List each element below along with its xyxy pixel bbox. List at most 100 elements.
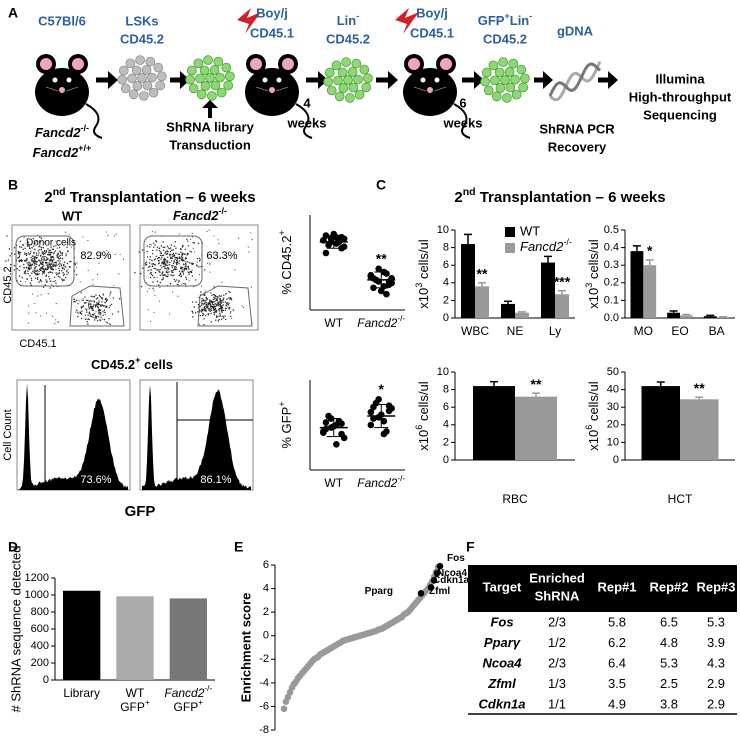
cell	[502, 93, 512, 103]
event	[91, 315, 93, 318]
step-label: Recovery	[548, 139, 607, 154]
y-tick-label: 600	[31, 623, 49, 635]
event	[74, 263, 76, 266]
event	[56, 254, 58, 256]
event	[171, 275, 173, 277]
event	[175, 268, 178, 270]
event	[223, 297, 225, 299]
arrow-head	[608, 71, 618, 89]
event	[205, 290, 207, 292]
event	[163, 259, 166, 261]
event	[165, 260, 168, 262]
table-cell: 2/3	[548, 655, 566, 670]
event	[185, 276, 187, 279]
event	[227, 303, 229, 305]
event	[172, 255, 174, 258]
cell	[363, 73, 373, 84]
cell	[345, 93, 355, 103]
event	[27, 245, 29, 247]
event	[169, 257, 172, 260]
event	[175, 266, 177, 268]
event	[58, 269, 61, 272]
event	[93, 301, 96, 303]
panel-letter: C	[376, 177, 386, 193]
event	[52, 269, 54, 271]
legend-label: Fancd2-/-	[520, 237, 572, 254]
flow-plot	[11, 224, 131, 331]
event	[170, 244, 172, 246]
event	[61, 267, 63, 269]
highlight	[427, 584, 435, 591]
event	[167, 260, 169, 262]
y-tick-label: 2	[263, 606, 269, 618]
event	[169, 250, 172, 253]
event	[35, 257, 37, 260]
bar	[501, 303, 515, 318]
event	[169, 261, 171, 264]
cell	[200, 81, 211, 91]
event	[30, 267, 33, 269]
event	[92, 307, 94, 310]
cell	[491, 91, 502, 102]
event	[55, 268, 57, 270]
event	[177, 295, 179, 297]
event	[204, 306, 206, 308]
event	[215, 299, 217, 302]
event	[220, 308, 222, 310]
step-label: 4	[303, 95, 311, 110]
event	[195, 301, 197, 303]
event	[181, 271, 183, 273]
y-tick-label: 30	[607, 401, 619, 413]
event	[197, 311, 199, 313]
event	[100, 305, 102, 308]
event	[154, 271, 157, 274]
event	[149, 320, 152, 323]
legend-label: Fancd2	[520, 239, 564, 254]
event	[191, 301, 194, 303]
cell	[141, 65, 152, 75]
event	[59, 254, 62, 257]
event	[169, 313, 171, 315]
cell	[221, 62, 232, 73]
event	[33, 262, 35, 265]
event	[89, 313, 91, 315]
bar	[555, 294, 569, 318]
bar	[680, 315, 693, 318]
highlight	[430, 577, 438, 584]
event	[28, 243, 30, 246]
event	[39, 240, 41, 243]
event	[176, 283, 178, 286]
event	[220, 306, 223, 308]
event	[185, 268, 188, 271]
event	[203, 313, 205, 316]
event	[219, 314, 221, 316]
event	[111, 313, 114, 315]
dot	[322, 249, 330, 257]
event	[62, 274, 65, 277]
event	[51, 248, 54, 251]
event	[35, 265, 37, 268]
cell	[137, 73, 147, 83]
dot	[367, 421, 375, 429]
event	[28, 312, 30, 314]
event	[17, 252, 20, 254]
label: Fancd2-/-	[173, 206, 227, 223]
event	[97, 316, 100, 318]
event	[214, 303, 216, 305]
event	[115, 233, 117, 235]
mouse-whisker	[275, 86, 289, 92]
event	[40, 257, 43, 260]
event	[183, 282, 185, 285]
event	[167, 247, 170, 249]
event	[54, 323, 56, 325]
event	[232, 309, 235, 311]
event	[153, 246, 155, 249]
panel-title: 2nd Transplantation – 6 weeks	[454, 186, 665, 206]
event	[174, 267, 176, 269]
event	[203, 318, 205, 320]
event	[208, 308, 210, 311]
event	[61, 257, 64, 260]
event	[96, 320, 99, 322]
event	[21, 244, 24, 246]
